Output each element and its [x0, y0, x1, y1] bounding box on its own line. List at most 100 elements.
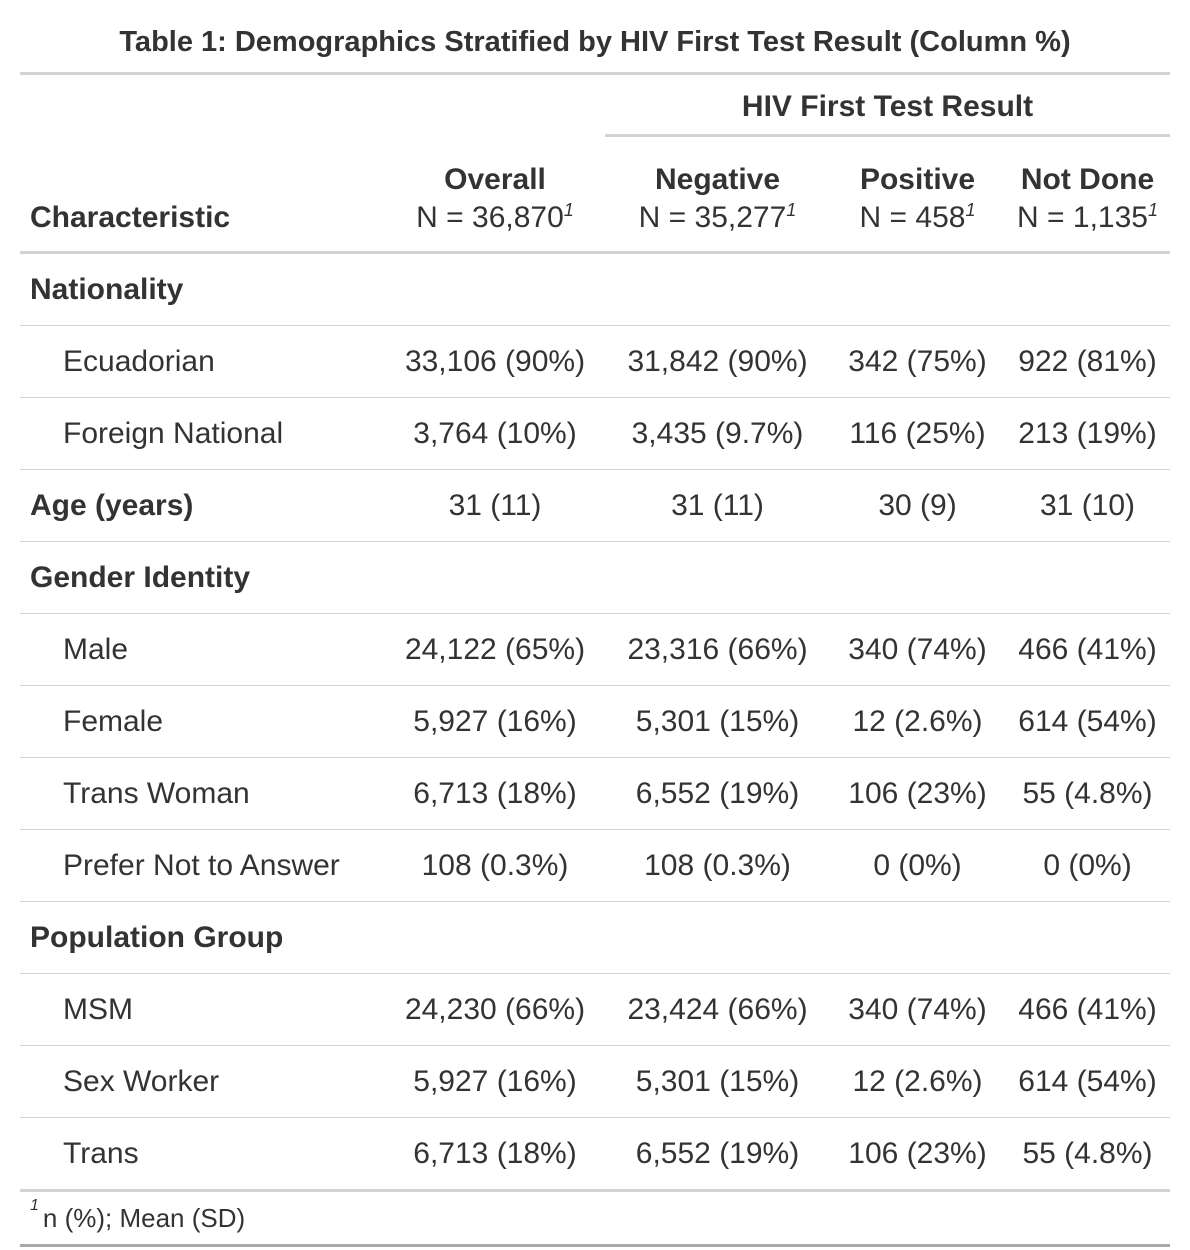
- table-row: Female 5,927 (16%) 5,301 (15%) 12 (2.6%) 614…: [20, 685, 1171, 758]
- cell-not-done: 55 (4.8%): [1005, 757, 1171, 830]
- cell-not-done: [1005, 541, 1171, 614]
- table-row: Trans 6,713 (18%) 6,552 (19%) 106 (23%) 55 (…: [20, 1117, 1171, 1192]
- table-row: Ecuadorian 33,106 (90%) 31,842 (90%) 342 (7…: [20, 325, 1171, 398]
- cell-negative: [605, 901, 830, 974]
- cell-not-done: 614 (54%): [1005, 1045, 1171, 1118]
- row-label: MSM: [20, 973, 385, 1046]
- table-row: Trans Woman 6,713 (18%) 6,552 (19%) 106 (23…: [20, 757, 1171, 830]
- cell-negative: 5,301 (15%): [605, 1045, 830, 1118]
- cell-not-done: 213 (19%): [1005, 397, 1171, 470]
- spanner-row: HIV First Test Result: [20, 72, 1171, 137]
- cell-positive: 340 (74%): [830, 973, 1005, 1046]
- row-label: Gender Identity: [20, 541, 385, 614]
- cell-positive: 106 (23%): [830, 1117, 1005, 1192]
- cell-positive: [830, 901, 1005, 974]
- row-label: Age (years): [20, 469, 385, 542]
- cell-overall: [385, 901, 605, 974]
- cell-not-done: 0 (0%): [1005, 829, 1171, 902]
- cell-positive: 340 (74%): [830, 613, 1005, 686]
- cell-positive: 12 (2.6%): [830, 1045, 1005, 1118]
- demographics-table: HIV First Test Result Characteristic Ove…: [20, 72, 1171, 1247]
- row-label: Nationality: [20, 252, 385, 326]
- cell-positive: [830, 252, 1005, 326]
- cell-overall: 3,764 (10%): [385, 397, 605, 470]
- table-row: Sex Worker 5,927 (16%) 5,301 (15%) 12 (2.6%…: [20, 1045, 1171, 1118]
- table-title: Table 1: Demographics Stratified by HIV …: [119, 26, 1071, 58]
- column-label-overall: Overall: [444, 163, 546, 196]
- cell-overall: 24,230 (66%): [385, 973, 605, 1046]
- table-row: Age (years) 31 (11) 31 (11) 30 (9) 31 (10): [20, 469, 1171, 542]
- cell-overall: 33,106 (90%): [385, 325, 605, 398]
- footnote-text: n (%); Mean (SD): [42, 1202, 246, 1233]
- cell-not-done: [1005, 901, 1171, 974]
- table-row: Prefer Not to Answer 108 (0.3%) 108 (0.3%)…: [20, 829, 1171, 902]
- spanner-label: HIV First Test Result: [605, 90, 1171, 137]
- footnote-mark: 1: [786, 200, 797, 220]
- row-label: Prefer Not to Answer: [20, 829, 385, 902]
- cell-positive: 116 (25%): [830, 397, 1005, 470]
- cell-overall: 6,713 (18%): [385, 1117, 605, 1192]
- cell-positive: 342 (75%): [830, 325, 1005, 398]
- cell-overall: 31 (11): [385, 469, 605, 542]
- row-label: Sex Worker: [20, 1045, 385, 1118]
- spanner-cell: HIV First Test Result: [605, 72, 1171, 137]
- column-n-positive: N = 458: [859, 201, 966, 234]
- footnote-mark: 1: [1147, 200, 1158, 220]
- row-label: Foreign National: [20, 397, 385, 470]
- cell-not-done: 614 (54%): [1005, 685, 1171, 758]
- row-label: Ecuadorian: [20, 325, 385, 398]
- row-label: Male: [20, 613, 385, 686]
- cell-negative: 5,301 (15%): [605, 685, 830, 758]
- table-row: MSM 24,230 (66%) 23,424 (66%) 340 (74%) 466 …: [20, 973, 1171, 1046]
- table-row: Male 24,122 (65%) 23,316 (66%) 340 (74%) 466…: [20, 613, 1171, 686]
- cell-negative: 31 (11): [605, 469, 830, 542]
- cell-overall: 6,713 (18%): [385, 757, 605, 830]
- cell-positive: [830, 541, 1005, 614]
- row-label: Population Group: [20, 901, 385, 974]
- cell-overall: 24,122 (65%): [385, 613, 605, 686]
- cell-negative: 6,552 (19%): [605, 1117, 830, 1192]
- cell-not-done: 466 (41%): [1005, 973, 1171, 1046]
- cell-negative: 23,316 (66%): [605, 613, 830, 686]
- column-header-not-done: Not Done N = 1,1351: [1005, 137, 1171, 254]
- footnote-mark: 1: [965, 200, 976, 220]
- cell-negative: [605, 252, 830, 326]
- cell-positive: 12 (2.6%): [830, 685, 1005, 758]
- cell-positive: 0 (0%): [830, 829, 1005, 902]
- cell-not-done: 31 (10): [1005, 469, 1171, 542]
- cell-overall: [385, 541, 605, 614]
- cell-overall: 108 (0.3%): [385, 829, 605, 902]
- column-label-not-done: Not Done: [1020, 163, 1155, 196]
- cell-negative: 3,435 (9.7%): [605, 397, 830, 470]
- table-row: Nationality: [20, 252, 1171, 326]
- cell-overall: [385, 252, 605, 326]
- table-body: Nationality Ecuadorian 33,106 (90%) 31,842 …: [20, 252, 1171, 1192]
- cell-overall: 5,927 (16%): [385, 1045, 605, 1118]
- column-header-overall: Overall N = 36,8701: [385, 137, 605, 254]
- footnote-marker: 1: [30, 1196, 39, 1214]
- row-label: Female: [20, 685, 385, 758]
- column-header-characteristic: Characteristic: [20, 137, 385, 254]
- column-header-row: Characteristic Overall N = 36,8701 Negat…: [20, 137, 1171, 254]
- cell-negative: [605, 541, 830, 614]
- column-header-negative: Negative N = 35,2771: [605, 137, 830, 254]
- table-row: Population Group: [20, 901, 1171, 974]
- column-label-positive: Positive: [859, 163, 976, 196]
- cell-negative: 23,424 (66%): [605, 973, 830, 1046]
- row-label: Trans: [20, 1117, 385, 1192]
- cell-negative: 31,842 (90%): [605, 325, 830, 398]
- cell-negative: 108 (0.3%): [605, 829, 830, 902]
- cell-not-done: [1005, 252, 1171, 326]
- column-header-positive: Positive N = 4581: [830, 137, 1005, 254]
- footnote-mark: 1: [563, 200, 574, 220]
- cell-not-done: 922 (81%): [1005, 325, 1171, 398]
- cell-overall: 5,927 (16%): [385, 685, 605, 758]
- table-row: Foreign National 3,764 (10%) 3,435 (9.7%) 1…: [20, 397, 1171, 470]
- table-row: Gender Identity: [20, 541, 1171, 614]
- spanner-empty-cell: [20, 72, 605, 137]
- cell-not-done: 466 (41%): [1005, 613, 1171, 686]
- column-label-negative: Negative: [654, 163, 781, 196]
